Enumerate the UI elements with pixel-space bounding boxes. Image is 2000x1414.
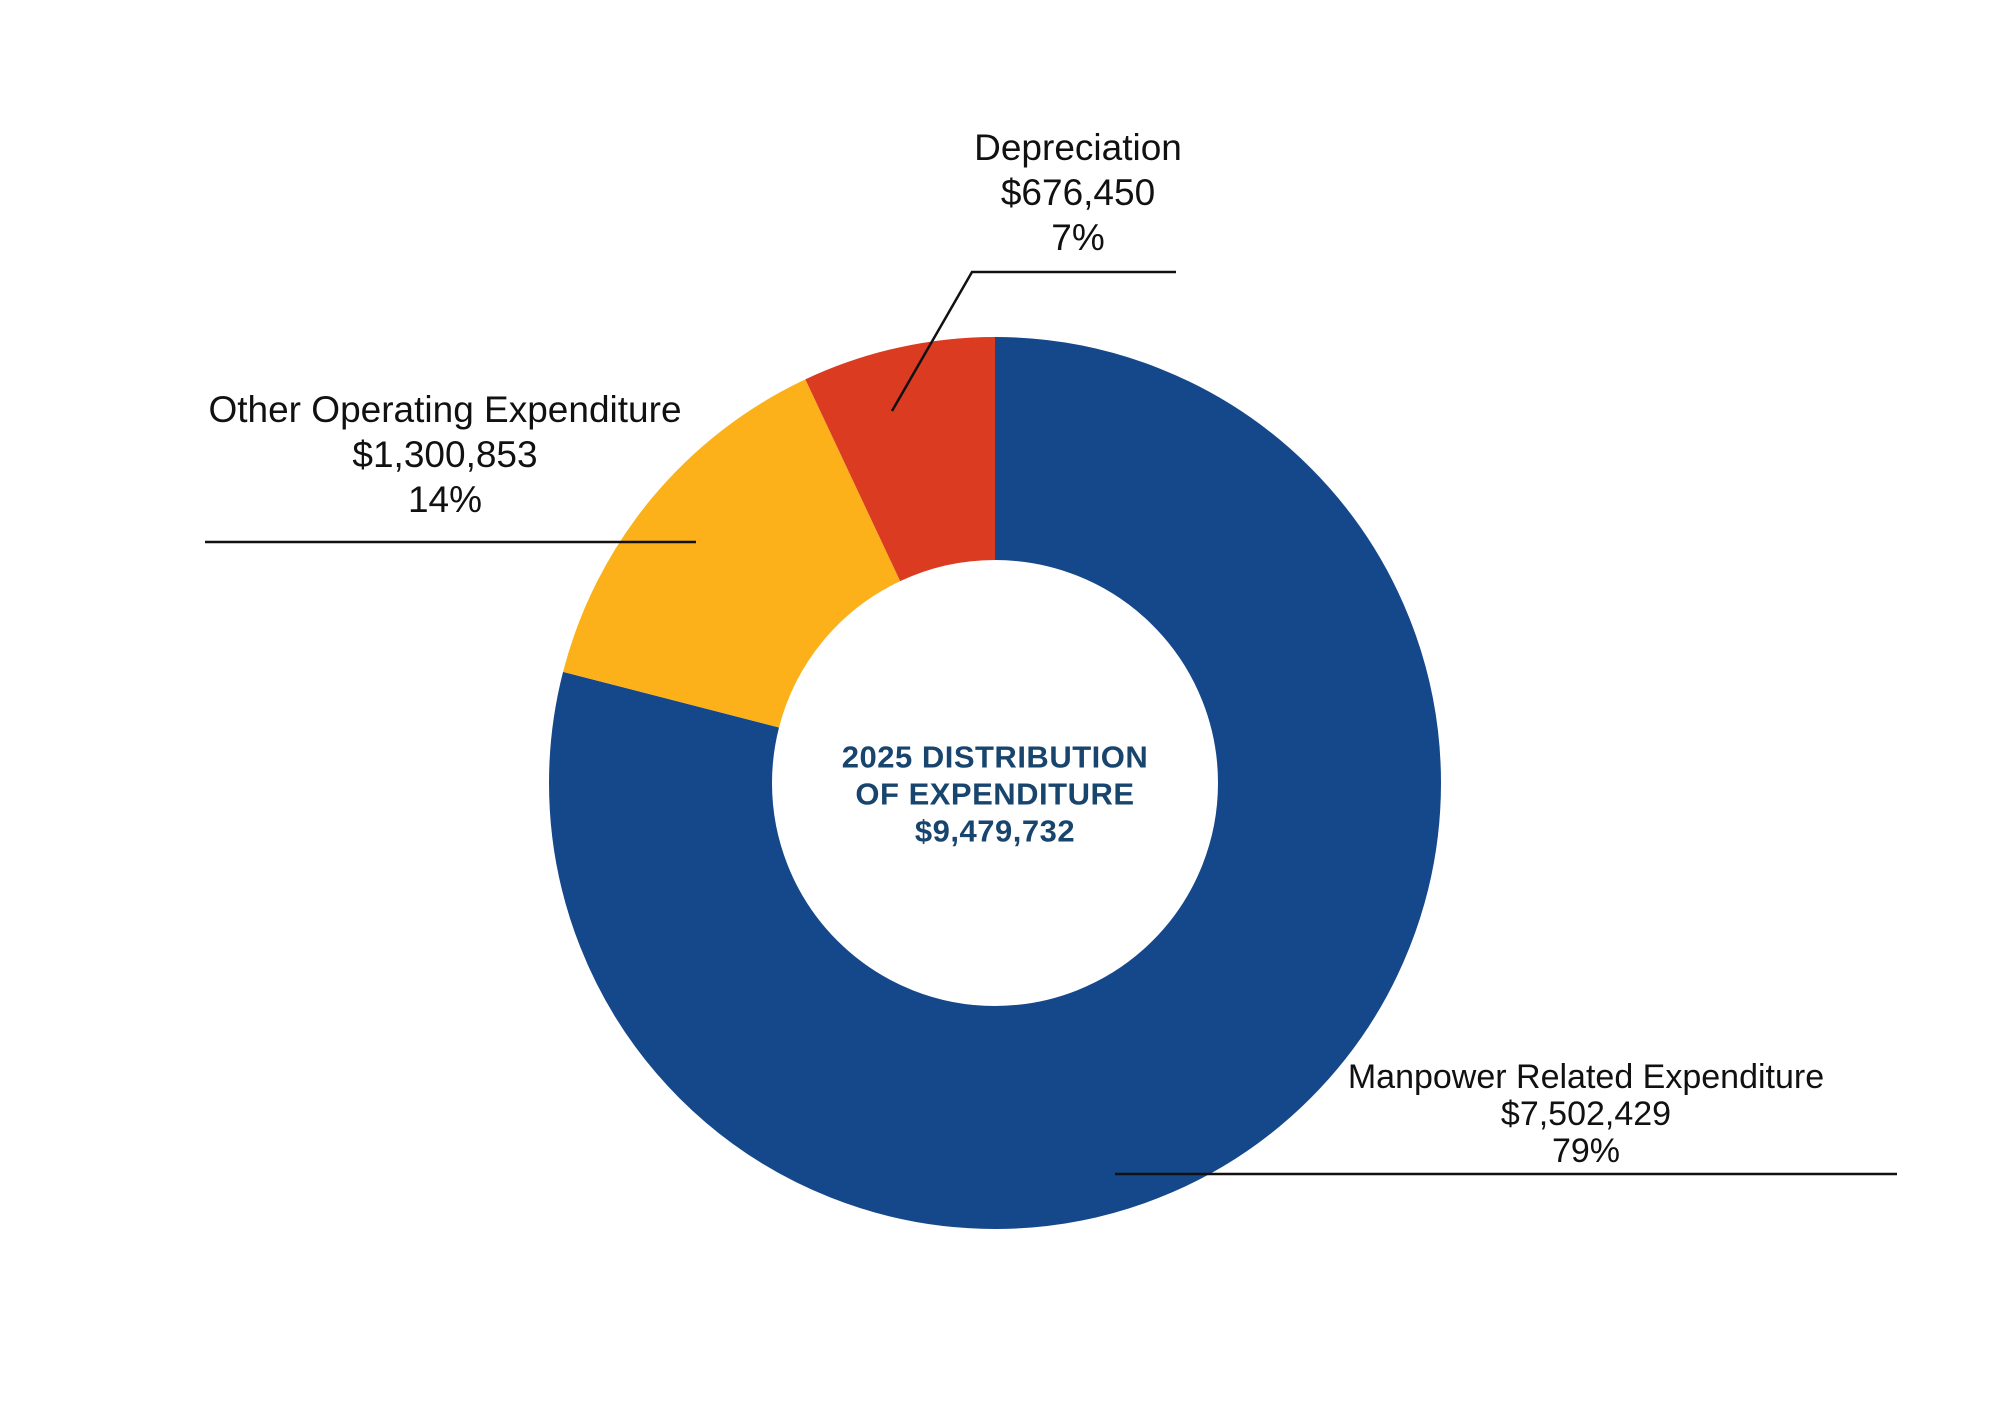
center-label-total: $9,479,732 (914, 813, 1076, 849)
label-manpower-related-expenditure: Manpower Related Expenditure $7,502,429 … (1348, 1059, 1824, 1170)
label-depreciation-name: Depreciation (974, 127, 1182, 168)
center-label-title-line1: 2025 DISTRIBUTION (841, 739, 1149, 775)
label-depreciation: Depreciation $676,450 7% (974, 125, 1182, 260)
label-other-operating-expenditure: Other Operating Expenditure $1,300,853 1… (208, 387, 681, 522)
donut-rings (549, 337, 1441, 1229)
label-depreciation-value: $676,450 (1000, 172, 1156, 213)
label-depreciation-percent: 7% (1051, 217, 1105, 258)
label-other-operating-percent: 14% (407, 479, 483, 520)
leader-line-depreciation (890, 270, 1176, 412)
donut-center-label: 2025 DISTRIBUTION OF EXPENDITURE $9,479,… (842, 739, 1149, 850)
label-manpower-value: $7,502,429 (1500, 1095, 1672, 1133)
label-other-operating-value: $1,300,853 (352, 434, 538, 475)
donut-slice-depreciation (549, 337, 1441, 1229)
center-label-title-line2: OF EXPENDITURE (855, 776, 1135, 812)
label-manpower-name: Manpower Related Expenditure (1347, 1058, 1825, 1096)
label-manpower-percent: 79% (1551, 1132, 1621, 1170)
label-other-operating-name: Other Operating Expenditure (208, 389, 682, 430)
